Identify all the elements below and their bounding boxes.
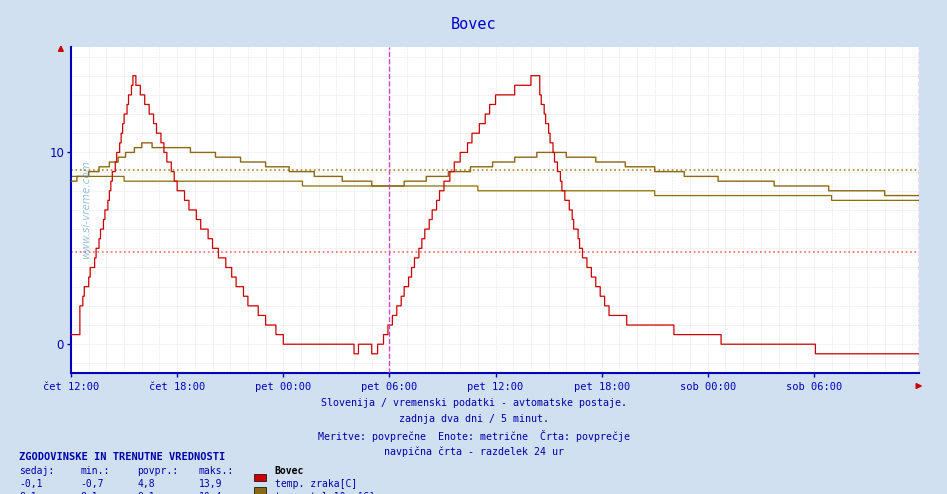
Text: zadnja dva dni / 5 minut.: zadnja dva dni / 5 minut.: [399, 414, 548, 424]
Text: min.:: min.:: [80, 466, 110, 476]
Text: temp. zraka[C]: temp. zraka[C]: [275, 479, 357, 489]
Text: 9,1: 9,1: [137, 492, 155, 494]
Text: temp. tal 10cm[C]: temp. tal 10cm[C]: [275, 492, 374, 494]
Text: ZGODOVINSKE IN TRENUTNE VREDNOSTI: ZGODOVINSKE IN TRENUTNE VREDNOSTI: [19, 452, 225, 462]
Text: Bovec: Bovec: [451, 17, 496, 32]
Text: 8,1: 8,1: [80, 492, 98, 494]
Text: -0,7: -0,7: [80, 479, 104, 489]
Text: www.si-vreme.com: www.si-vreme.com: [81, 161, 91, 259]
Text: navpična črta - razdelek 24 ur: navpična črta - razdelek 24 ur: [384, 447, 563, 457]
Text: 8,1: 8,1: [19, 492, 37, 494]
Text: Slovenija / vremenski podatki - avtomatske postaje.: Slovenija / vremenski podatki - avtomats…: [320, 398, 627, 408]
Text: 10,4: 10,4: [199, 492, 223, 494]
Text: sedaj:: sedaj:: [19, 466, 54, 476]
Text: Bovec: Bovec: [275, 466, 304, 476]
Text: -0,1: -0,1: [19, 479, 43, 489]
Text: 13,9: 13,9: [199, 479, 223, 489]
Text: 4,8: 4,8: [137, 479, 155, 489]
Text: povpr.:: povpr.:: [137, 466, 178, 476]
Text: Meritve: povprečne  Enote: metrične  Črta: povprečje: Meritve: povprečne Enote: metrične Črta:…: [317, 430, 630, 442]
Text: maks.:: maks.:: [199, 466, 234, 476]
